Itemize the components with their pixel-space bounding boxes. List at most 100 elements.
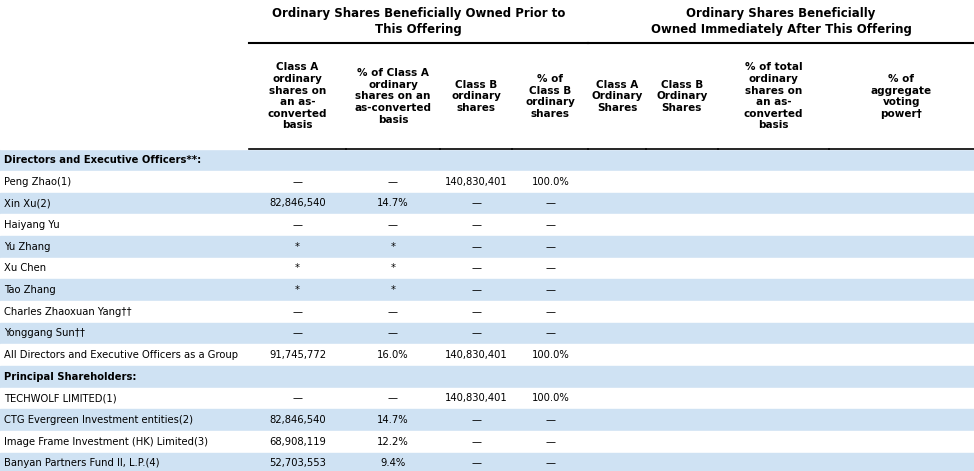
Text: —: —: [545, 437, 555, 447]
Bar: [0, 149, 974, 171]
Bar: [0, 453, 974, 471]
Bar: [0, 193, 974, 214]
Text: 52,703,553: 52,703,553: [269, 458, 326, 469]
Text: *: *: [391, 242, 395, 252]
Text: —: —: [545, 328, 555, 339]
Text: —: —: [545, 415, 555, 425]
Text: 140,830,401: 140,830,401: [445, 177, 507, 187]
Text: 100.0%: 100.0%: [532, 393, 569, 404]
Text: 91,745,772: 91,745,772: [269, 350, 326, 360]
Text: —: —: [292, 328, 303, 339]
Text: Charles Zhaoxuan Yang††: Charles Zhaoxuan Yang††: [4, 307, 131, 317]
Text: Tao Zhang: Tao Zhang: [4, 285, 56, 295]
Text: —: —: [471, 437, 481, 447]
Text: 100.0%: 100.0%: [532, 177, 569, 187]
Text: 9.4%: 9.4%: [381, 458, 405, 469]
Text: —: —: [388, 177, 398, 187]
Text: —: —: [471, 263, 481, 274]
Bar: [0, 279, 974, 301]
Bar: [0, 171, 974, 193]
Text: —: —: [471, 285, 481, 295]
Text: Image Frame Investment (HK) Limited(3): Image Frame Investment (HK) Limited(3): [4, 437, 208, 447]
Bar: [0, 236, 974, 258]
Text: —: —: [545, 458, 555, 469]
Text: Principal Shareholders:: Principal Shareholders:: [4, 372, 136, 382]
Bar: [0, 149, 974, 171]
Bar: [0, 431, 974, 453]
Text: 14.7%: 14.7%: [377, 415, 409, 425]
Text: Xu Chen: Xu Chen: [4, 263, 46, 274]
Text: % of Class A
ordinary
shares on an
as-converted
basis: % of Class A ordinary shares on an as-co…: [355, 68, 431, 124]
Text: *: *: [295, 242, 300, 252]
Text: 140,830,401: 140,830,401: [445, 393, 507, 404]
Bar: [0, 301, 974, 323]
Text: —: —: [388, 393, 398, 404]
Text: % of
aggregate
voting
power†: % of aggregate voting power†: [871, 74, 932, 119]
Text: Class B
ordinary
shares: Class B ordinary shares: [451, 80, 502, 113]
Text: Directors and Executive Officers**:: Directors and Executive Officers**:: [4, 155, 202, 165]
Bar: [0, 409, 974, 431]
Bar: [0, 236, 974, 258]
Text: Class A
Ordinary
Shares: Class A Ordinary Shares: [591, 80, 643, 113]
Text: —: —: [471, 328, 481, 339]
Text: —: —: [388, 307, 398, 317]
Text: Banyan Partners Fund II, L.P.(4): Banyan Partners Fund II, L.P.(4): [4, 458, 160, 469]
Bar: [0, 323, 974, 344]
Bar: [0, 214, 974, 236]
Text: 82,846,540: 82,846,540: [269, 198, 326, 209]
Bar: [0, 431, 974, 453]
Bar: [0, 258, 974, 279]
Text: Haiyang Yu: Haiyang Yu: [4, 220, 59, 230]
Text: —: —: [388, 220, 398, 230]
Text: —: —: [388, 328, 398, 339]
Text: Ordinary Shares Beneficially Owned Prior to
This Offering: Ordinary Shares Beneficially Owned Prior…: [272, 7, 566, 36]
Bar: [0, 323, 974, 344]
Text: Yonggang Sun††: Yonggang Sun††: [4, 328, 85, 339]
Text: —: —: [292, 177, 303, 187]
Text: —: —: [471, 307, 481, 317]
Text: Yu Zhang: Yu Zhang: [4, 242, 51, 252]
Text: Class B
Ordinary
Shares: Class B Ordinary Shares: [656, 80, 707, 113]
Text: —: —: [545, 198, 555, 209]
Bar: [0, 388, 974, 409]
Bar: [0, 344, 974, 366]
Text: Ordinary Shares Beneficially
Owned Immediately After This Offering: Ordinary Shares Beneficially Owned Immed…: [651, 7, 912, 36]
Text: Xin Xu(2): Xin Xu(2): [4, 198, 51, 209]
Text: —: —: [545, 307, 555, 317]
Text: —: —: [545, 263, 555, 274]
Text: —: —: [471, 220, 481, 230]
Bar: [0, 344, 974, 366]
Bar: [0, 214, 974, 236]
Bar: [0, 301, 974, 323]
Text: —: —: [292, 220, 303, 230]
Text: —: —: [471, 198, 481, 209]
Text: 82,846,540: 82,846,540: [269, 415, 326, 425]
Text: Peng Zhao(1): Peng Zhao(1): [4, 177, 71, 187]
Text: 140,830,401: 140,830,401: [445, 350, 507, 360]
Text: % of total
ordinary
shares on
an as-
converted
basis: % of total ordinary shares on an as- con…: [743, 62, 804, 130]
Text: 14.7%: 14.7%: [377, 198, 409, 209]
Bar: [0, 453, 974, 471]
Bar: [0, 388, 974, 409]
Bar: [0, 366, 974, 388]
Text: CTG Evergreen Investment entities(2): CTG Evergreen Investment entities(2): [4, 415, 193, 425]
Bar: [0, 279, 974, 301]
Bar: [0, 409, 974, 431]
Text: *: *: [391, 285, 395, 295]
Text: —: —: [545, 242, 555, 252]
Text: Class A
ordinary
shares on
an as-
converted
basis: Class A ordinary shares on an as- conver…: [268, 62, 327, 130]
Text: —: —: [292, 393, 303, 404]
Text: 100.0%: 100.0%: [532, 350, 569, 360]
Text: *: *: [295, 263, 300, 274]
Text: *: *: [295, 285, 300, 295]
Text: —: —: [545, 220, 555, 230]
Text: —: —: [471, 242, 481, 252]
Bar: [0, 258, 974, 279]
Bar: [0, 0, 974, 149]
Bar: [0, 193, 974, 214]
Bar: [0, 171, 974, 193]
Text: TECHWOLF LIMITED(1): TECHWOLF LIMITED(1): [4, 393, 117, 404]
Text: All Directors and Executive Officers as a Group: All Directors and Executive Officers as …: [4, 350, 238, 360]
Text: 16.0%: 16.0%: [377, 350, 409, 360]
Text: % of
Class B
ordinary
shares: % of Class B ordinary shares: [525, 74, 576, 119]
